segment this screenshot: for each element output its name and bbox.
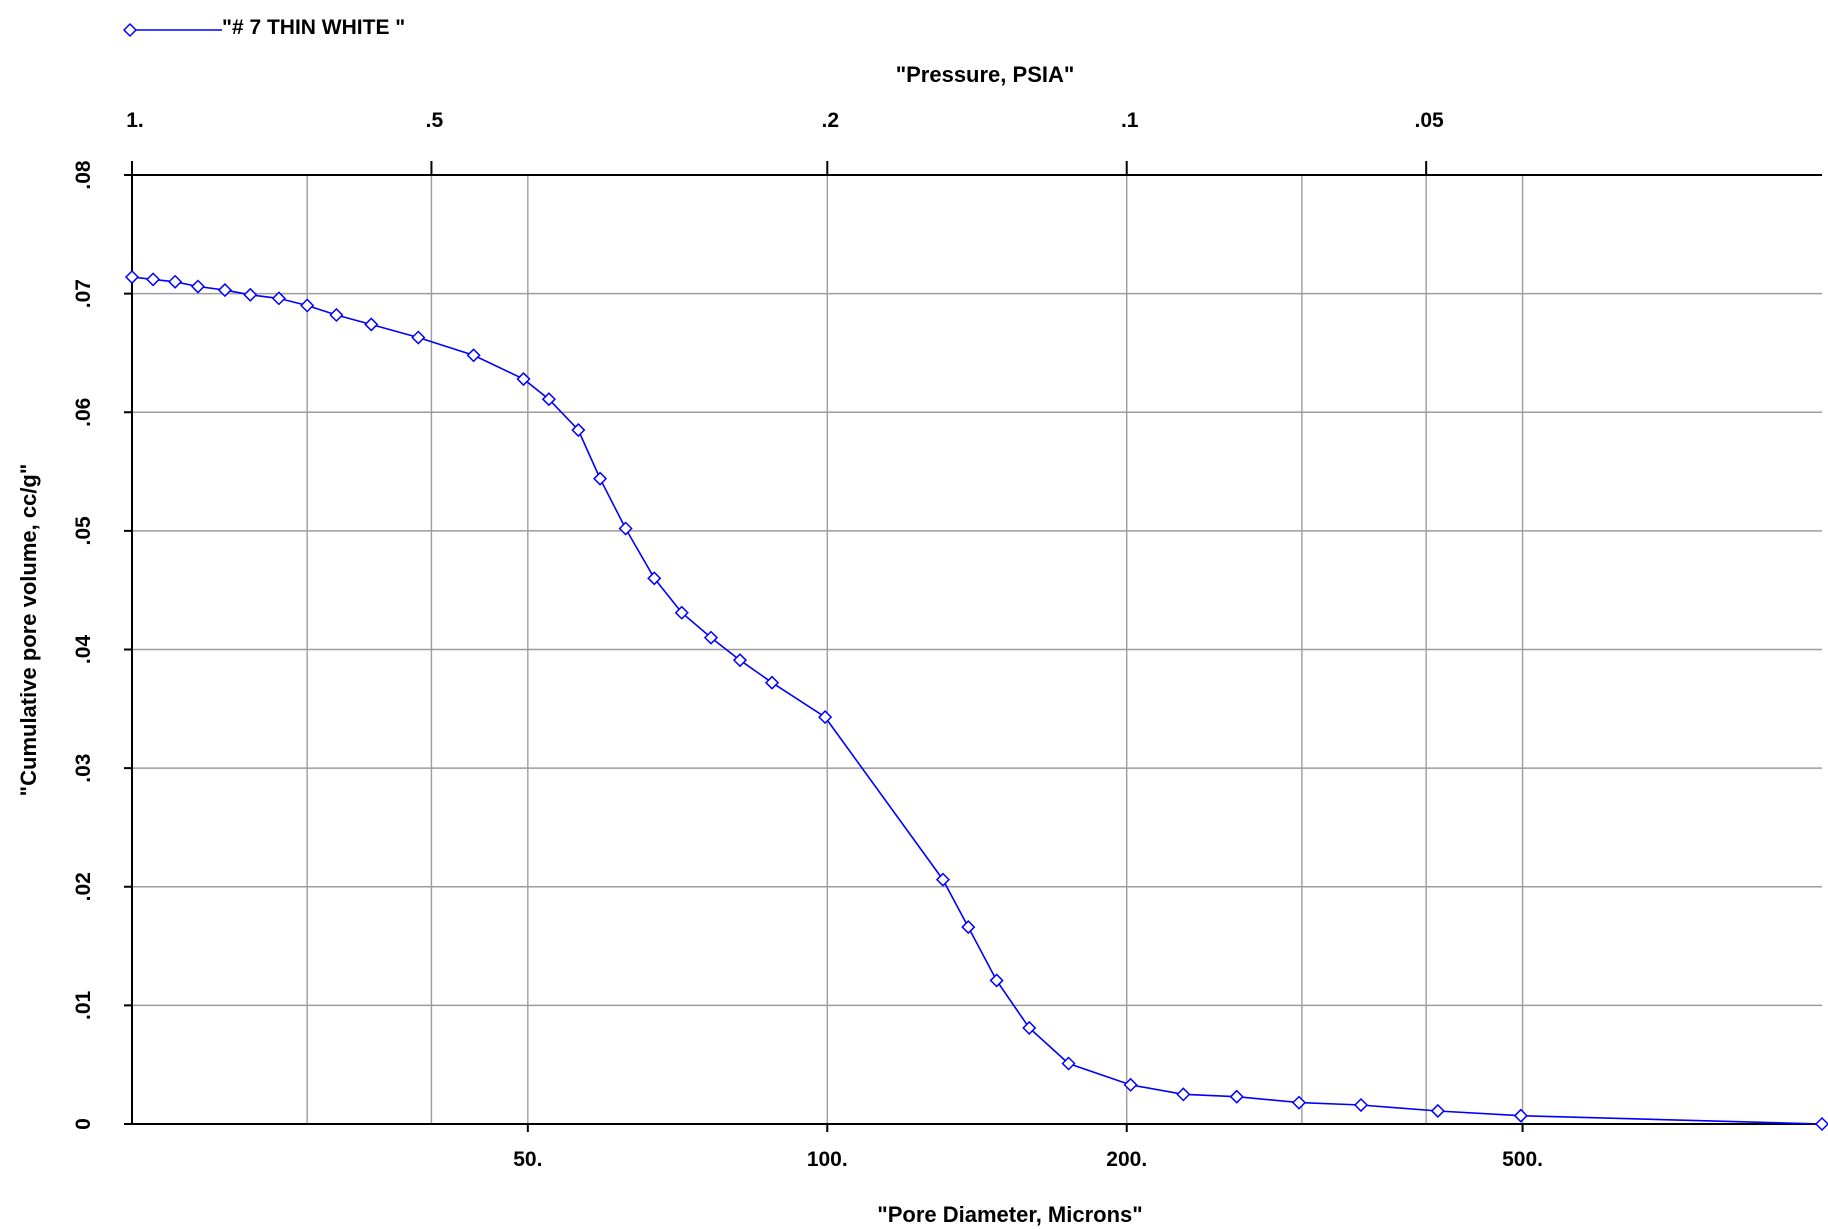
data-point [593,471,608,486]
y-tick-label: 0 [72,1118,95,1130]
y-tick-label: .03 [72,754,95,783]
x-top-tick-label: 1. [126,109,144,132]
y-tick-label: .08 [72,160,95,190]
legend-marker [122,22,138,38]
legend-label: "# 7 THIN WHITE " [222,16,405,39]
data-point [411,330,426,345]
x-bottom-tick-label: 100. [807,1148,848,1171]
data-point [732,653,748,668]
data-point [571,422,586,438]
x-top-tick-label: .5 [426,109,444,132]
data-point [541,392,556,407]
data-point [818,710,833,725]
data-point [618,521,633,536]
data-point [300,298,315,313]
data-point [466,348,481,363]
data-point [364,317,379,332]
y-tick-label: .07 [72,279,95,308]
data-point [703,630,719,645]
y-tick-label: .04 [72,635,95,665]
data-point [329,307,344,323]
data-point [217,283,232,298]
data-point [1430,1103,1445,1119]
data-point [271,291,286,306]
data-point [516,371,531,387]
y-axis-title: "Cumulative pore volume, cc/g" [16,464,41,797]
x-top-tick-label: .2 [822,109,840,132]
data-point [674,605,689,620]
legend: "# 7 THIN WHITE " [122,16,405,39]
data-point [961,920,976,935]
x-top-tick-label: .05 [1415,109,1445,132]
data-point [1291,1095,1307,1110]
y-tick-label: .06 [72,398,95,427]
data-point [168,274,183,289]
data-point [989,973,1004,988]
data-point [1123,1077,1138,1092]
data-point [190,279,206,294]
series-line [131,276,1823,1125]
data-point [1513,1108,1528,1123]
y-tick-label: .02 [72,872,95,901]
y-tick-label: .01 [72,990,95,1020]
data-point [764,675,780,690]
data-point [1022,1020,1037,1035]
data-point [1814,1116,1828,1132]
x-top-tick-label: .1 [1121,109,1139,132]
data-point [1353,1097,1369,1113]
data-point [647,571,662,586]
data-point [1229,1089,1244,1104]
x-bottom-tick-label: 500. [1502,1148,1543,1171]
x-bottom-tick-label: 50. [513,1148,542,1171]
x-bottom-tick-label: 200. [1106,1148,1147,1171]
x-axis-title: "Pore Diameter, Microns" [877,1202,1142,1227]
data-point [124,269,140,285]
top-axis-title: "Pressure, PSIA" [896,62,1075,87]
data-point [935,872,951,887]
data-point [1061,1056,1076,1071]
y-tick-label: .05 [72,516,95,546]
data-point [243,287,258,302]
data-point [146,272,161,287]
data-point [1176,1087,1191,1102]
